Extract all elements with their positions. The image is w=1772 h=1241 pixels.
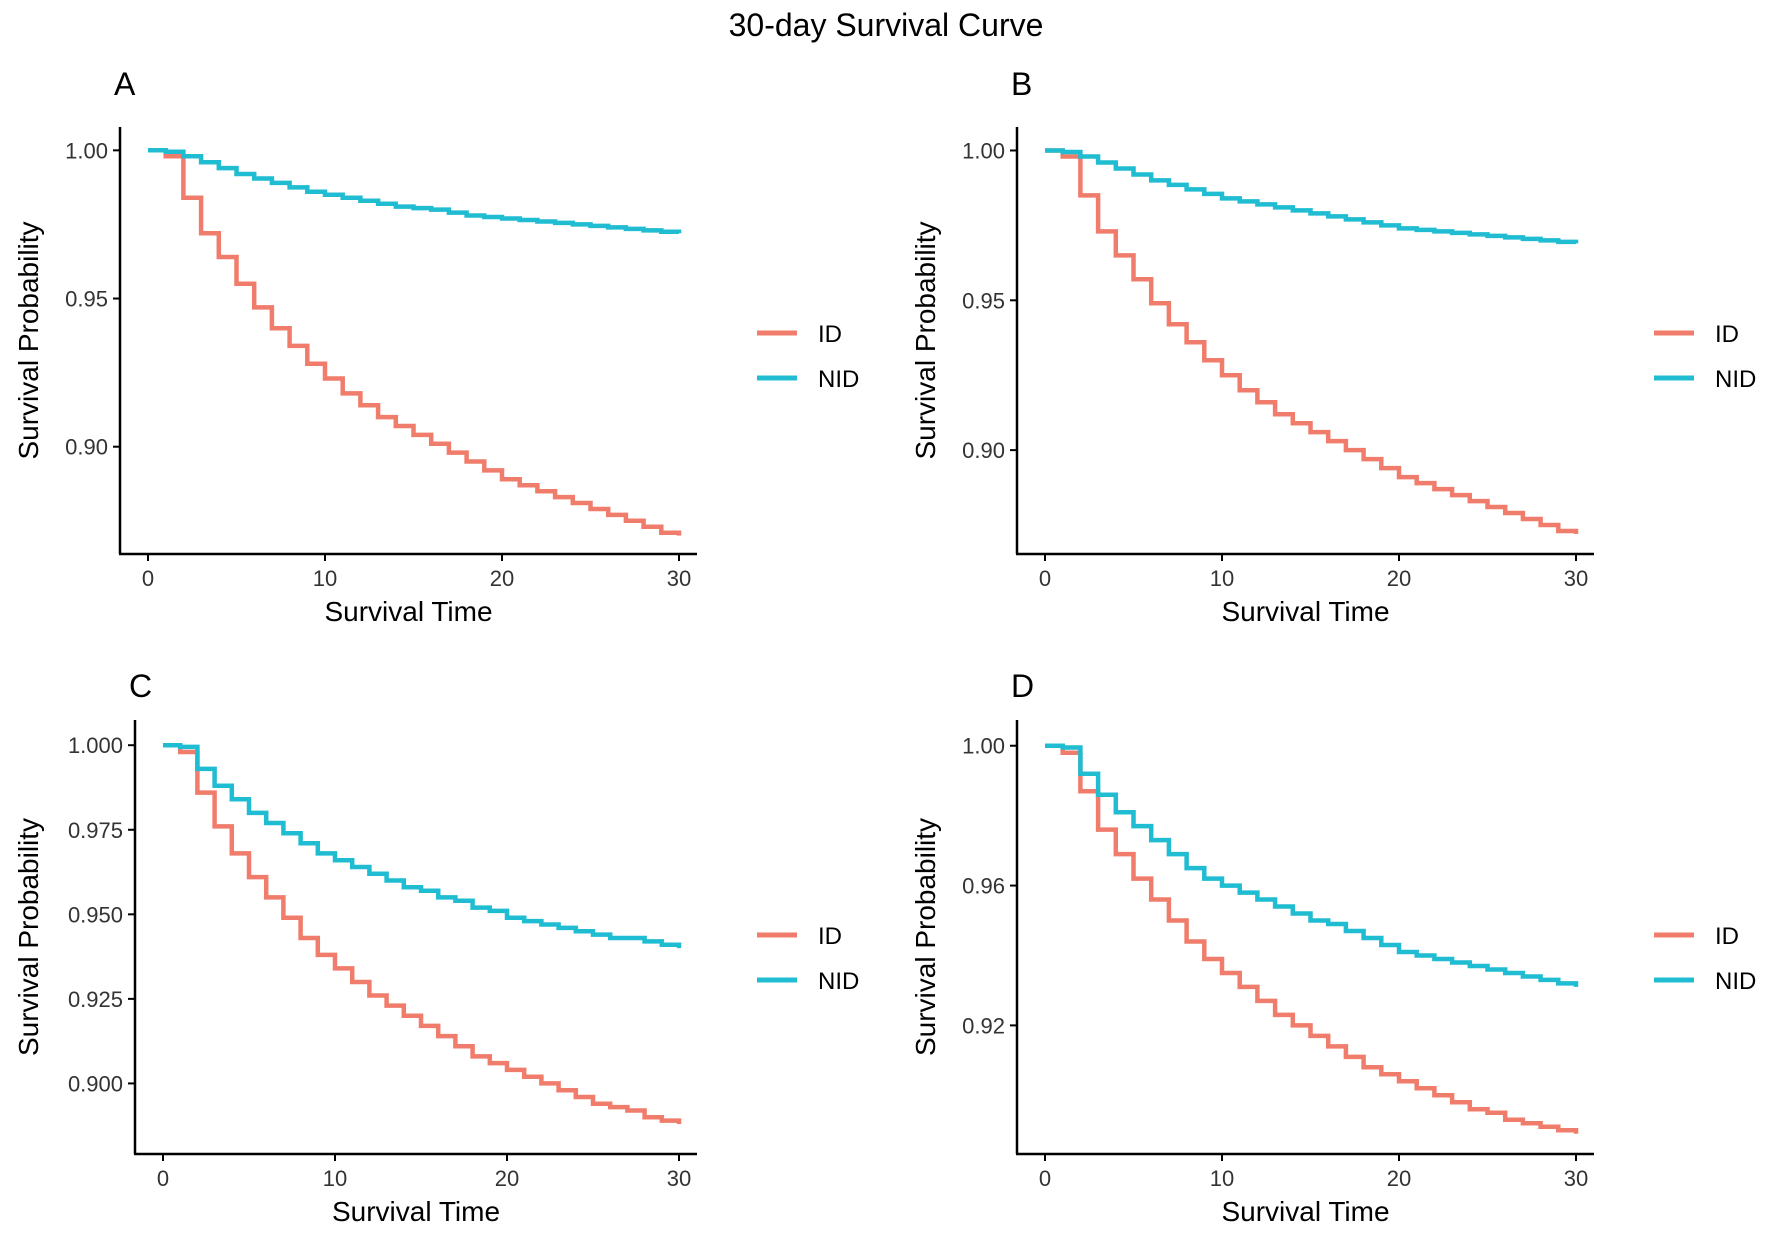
legend-label-id: ID <box>1715 923 1739 950</box>
legend-label-nid: NID <box>818 968 859 995</box>
legend-label-id: ID <box>818 321 842 348</box>
y-tick-label: 0.95 <box>65 287 108 312</box>
y-tick-label: 0.975 <box>68 818 123 843</box>
series-line-id <box>148 148 682 536</box>
y-tick-label: 1.00 <box>65 138 108 163</box>
x-tick-label: 30 <box>1564 566 1588 591</box>
y-axis-title: Survival Probability <box>13 818 44 1056</box>
y-tick-label: 0.950 <box>68 902 123 927</box>
y-tick-label: 0.95 <box>962 288 1005 313</box>
x-axis-title: Survival Time <box>332 1196 500 1227</box>
panel-letter: D <box>1011 668 1034 704</box>
x-axis-title: Survival Time <box>324 596 492 627</box>
x-tick-label: 0 <box>1039 1166 1051 1191</box>
y-tick-label: 1.00 <box>962 138 1005 163</box>
x-axis-title: Survival Time <box>1221 596 1389 627</box>
x-tick-label: 0 <box>1039 566 1051 591</box>
x-tick-label: 10 <box>1210 566 1234 591</box>
x-tick-label: 10 <box>313 566 337 591</box>
panel-a: A 0 10 20 30 0.90 0.95 1.00 Survival Time Surviva… <box>13 66 859 627</box>
x-tick-label: 30 <box>667 566 691 591</box>
series-line-nid <box>148 148 682 235</box>
y-tick-label: 0.96 <box>962 874 1005 899</box>
legend-label-nid: NID <box>1715 968 1756 995</box>
x-tick-label: 20 <box>1387 566 1411 591</box>
series-line-id <box>1045 148 1579 534</box>
panels-container: A 0 10 20 30 0.90 0.95 1.00 Survival Time Surviva… <box>13 66 1756 1227</box>
panel-letter: B <box>1011 66 1032 102</box>
series-line-nid <box>1045 148 1579 245</box>
x-tick-label: 20 <box>1387 1166 1411 1191</box>
x-tick-label: 0 <box>142 566 154 591</box>
x-tick-label: 0 <box>157 1166 169 1191</box>
series-line-id <box>1045 743 1579 1134</box>
x-tick-label: 10 <box>1210 1166 1234 1191</box>
series-line-nid <box>163 742 682 949</box>
y-tick-label: 0.90 <box>65 435 108 460</box>
legend-label-nid: NID <box>1715 366 1756 393</box>
x-tick-label: 20 <box>490 566 514 591</box>
y-axis-title: Survival Probability <box>13 221 44 459</box>
y-tick-label: 1.00 <box>962 734 1005 759</box>
y-tick-label: 1.000 <box>68 733 123 758</box>
series-line-id <box>163 742 682 1124</box>
panel-letter: A <box>114 66 136 102</box>
y-axis-title: Survival Probability <box>910 818 941 1056</box>
panel-d: D 0 10 20 30 0.92 0.96 1.00 Survival Time Surviva… <box>910 668 1756 1227</box>
series-line-nid <box>1045 743 1579 987</box>
y-tick-label: 0.900 <box>68 1071 123 1096</box>
panel-letter: C <box>129 668 152 704</box>
x-tick-label: 30 <box>667 1166 691 1191</box>
y-tick-label: 0.925 <box>68 987 123 1012</box>
x-axis-title: Survival Time <box>1221 1196 1389 1227</box>
y-tick-label: 0.92 <box>962 1013 1005 1038</box>
x-tick-label: 20 <box>495 1166 519 1191</box>
y-axis-title: Survival Probability <box>910 221 941 459</box>
legend-label-nid: NID <box>818 366 859 393</box>
panel-c: C 0 10 20 30 0.900 0.925 0.950 0.975 1.000 Surviva… <box>13 668 859 1227</box>
legend-label-id: ID <box>1715 321 1739 348</box>
x-tick-label: 10 <box>323 1166 347 1191</box>
x-tick-label: 30 <box>1564 1166 1588 1191</box>
y-tick-label: 0.90 <box>962 438 1005 463</box>
legend-label-id: ID <box>818 923 842 950</box>
figure-title: 30-day Survival Curve <box>729 7 1044 43</box>
panel-b: B 0 10 20 30 0.90 0.95 1.00 Survival Time Surviva… <box>910 66 1756 627</box>
